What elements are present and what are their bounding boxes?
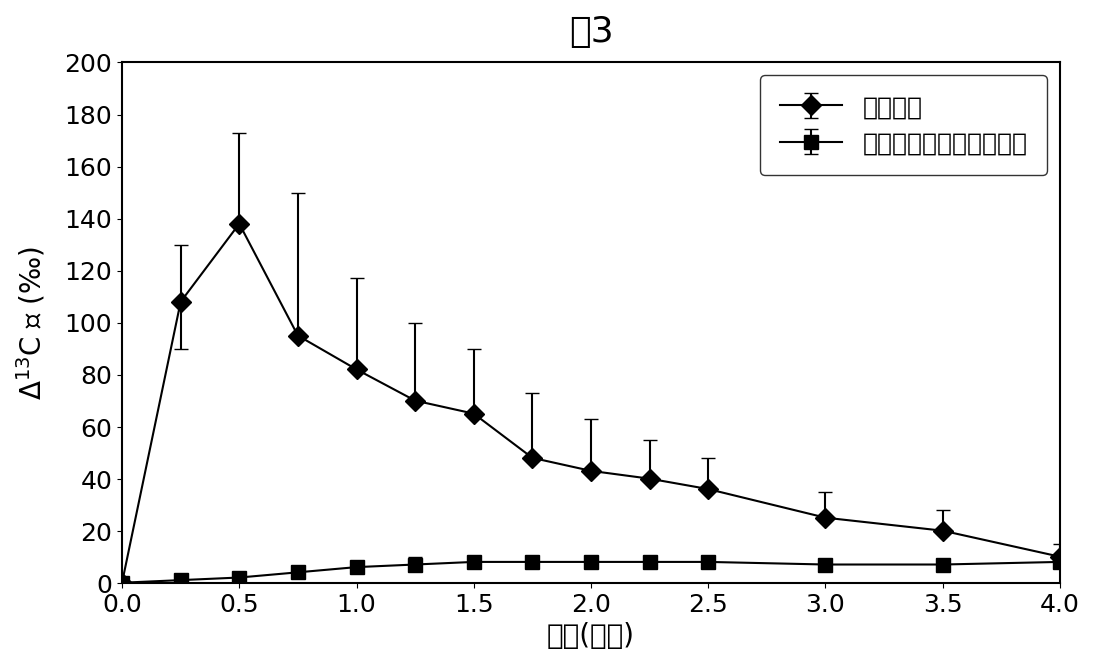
Title: 图3: 图3 [568, 15, 613, 49]
X-axis label: 时间(小时): 时间(小时) [547, 622, 635, 650]
Y-axis label: $\Delta^{13}$C 值 (‰): $\Delta^{13}$C 值 (‰) [15, 246, 48, 400]
Legend: 正常动脉, 尿嘧啶代谢紊乱模式动物: 正常动脉, 尿嘧啶代谢紊乱模式动物 [759, 75, 1047, 176]
